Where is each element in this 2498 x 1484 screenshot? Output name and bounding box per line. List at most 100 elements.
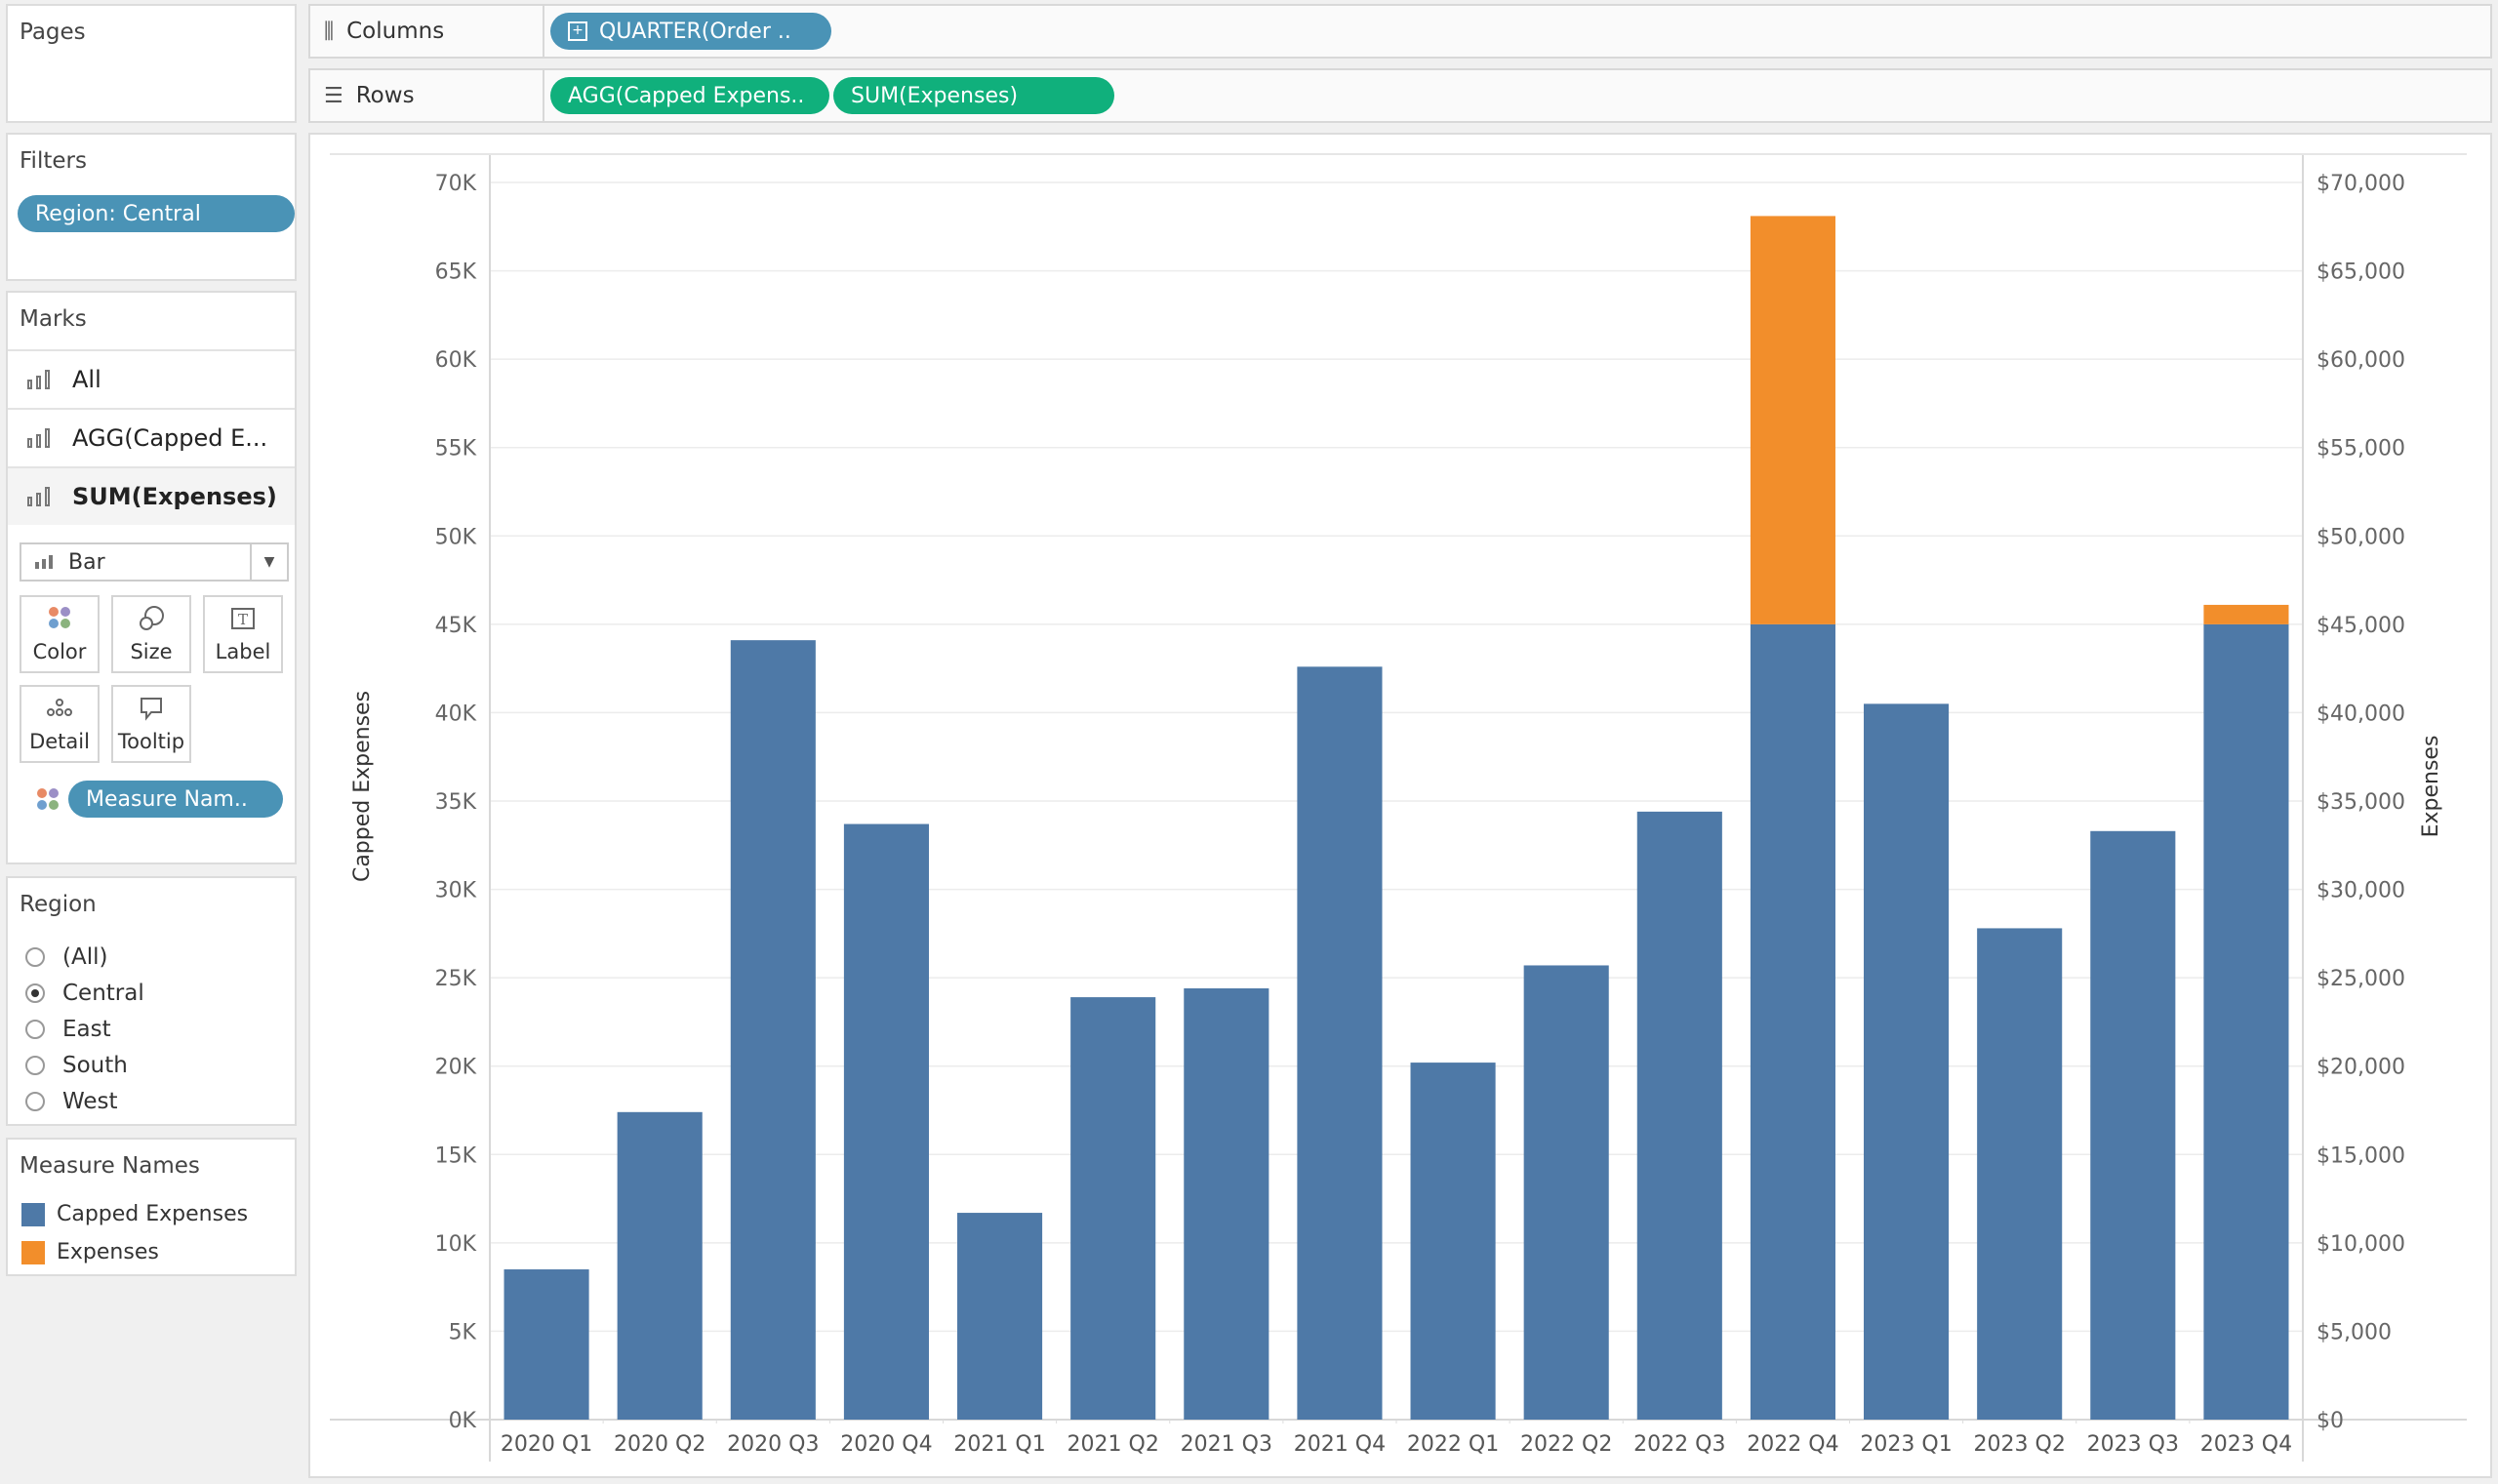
radio-icon <box>25 947 45 967</box>
region-option-all[interactable]: (All) <box>25 944 107 970</box>
rows-shelf-label: ☰ Rows <box>310 70 544 121</box>
bar-capped-expenses[interactable] <box>1184 988 1269 1420</box>
bar-capped-expenses[interactable] <box>1636 811 1722 1420</box>
bar-capped-expenses[interactable] <box>843 823 929 1420</box>
x-tick-label: 2022 Q2 <box>1520 1432 1612 1457</box>
x-tick-label: 2023 Q1 <box>1860 1432 1952 1457</box>
rows-shelf[interactable]: ☰ Rows AGG(Capped Expens.. SUM(Expenses) <box>308 68 2492 123</box>
color-pill-measure-names[interactable]: Measure Nam.. <box>68 781 283 818</box>
bar-chart-icon <box>27 428 53 448</box>
label-button[interactable]: T Label <box>203 595 283 673</box>
y2-tick-label: $5,000 <box>2317 1320 2392 1344</box>
radio-icon <box>25 1056 45 1075</box>
y2-tick-label: $25,000 <box>2317 967 2405 991</box>
region-option-east[interactable]: East <box>25 1017 111 1042</box>
svg-text:T: T <box>238 611 248 628</box>
bar-chart[interactable]: 0K 5K 10K 15K 20K 25K 30K 35K 40K 45K 50K 55K 60K 65K… <box>310 135 2490 1476</box>
size-button[interactable]: Size <box>111 595 191 673</box>
y2-tick-label: $50,000 <box>2317 525 2405 549</box>
y-tick-label: 15K <box>435 1143 477 1168</box>
mark-type-label: Bar <box>68 549 105 575</box>
y2-tick-label: $45,000 <box>2317 614 2405 638</box>
legend-card: Measure Names Capped Expenses Expenses <box>6 1138 297 1276</box>
filter-pill-region[interactable]: Region: Central <box>18 195 295 232</box>
bar-capped-expenses[interactable] <box>730 640 816 1420</box>
region-option-central[interactable]: Central <box>25 981 144 1006</box>
x-tick-label: 2021 Q3 <box>1181 1432 1272 1457</box>
radio-label: East <box>62 1017 111 1042</box>
bar-capped-expenses[interactable] <box>1523 965 1609 1420</box>
x-tick-label: 2023 Q4 <box>2200 1432 2292 1457</box>
legend-label: Capped Expenses <box>57 1202 249 1226</box>
chart-card: 0K 5K 10K 15K 20K 25K 30K 35K 40K 45K 50K 55K 60K 65K… <box>308 133 2492 1478</box>
text-label-icon: T <box>205 605 281 640</box>
rows-pill-sum-expenses[interactable]: SUM(Expenses) <box>833 77 1114 114</box>
tooltip-icon <box>113 695 189 730</box>
marks-item-sum-expenses[interactable]: SUM(Expenses) <box>8 466 295 525</box>
marks-item-label: SUM(Expenses) <box>72 483 277 510</box>
x-tick-label: 2022 Q3 <box>1633 1432 1725 1457</box>
y2-tick-label: $10,000 <box>2317 1232 2405 1257</box>
legend-item-expenses[interactable]: Expenses <box>21 1240 159 1264</box>
columns-icon: ⫼ <box>324 19 336 44</box>
radio-icon <box>25 1092 45 1111</box>
x-tick-label: 2020 Q2 <box>614 1432 705 1457</box>
x-tick-label: 2022 Q1 <box>1407 1432 1499 1457</box>
y2-tick-label: $20,000 <box>2317 1056 2405 1080</box>
y-tick-label: 5K <box>449 1320 477 1344</box>
y-tick-label: 10K <box>435 1232 477 1257</box>
legend-item-capped-expenses[interactable]: Capped Expenses <box>21 1202 248 1226</box>
marks-item-all[interactable]: All <box>8 349 295 408</box>
bar-expenses[interactable] <box>2203 604 2289 624</box>
size-label: Size <box>130 640 173 663</box>
legend-swatch <box>21 1202 45 1226</box>
bar-capped-expenses[interactable] <box>2203 623 2289 1420</box>
region-title: Region <box>20 892 97 917</box>
radio-label: South <box>62 1053 128 1078</box>
color-icon <box>35 786 60 816</box>
y-tick-label: 20K <box>435 1056 477 1080</box>
size-icon <box>113 605 189 640</box>
columns-shelf[interactable]: ⫼ Columns + QUARTER(Order .. <box>308 4 2492 59</box>
y-tick-label: 50K <box>435 525 477 549</box>
y2-axis-title: Expenses <box>2419 736 2443 838</box>
bar-capped-expenses[interactable] <box>1864 703 1950 1420</box>
marks-item-capped-expenses[interactable]: AGG(Capped E... <box>8 408 295 466</box>
pages-card[interactable]: Pages <box>6 4 297 123</box>
y-tick-label: 35K <box>435 790 477 815</box>
y-tick-label: 60K <box>435 348 477 373</box>
color-button[interactable]: Color <box>20 595 100 673</box>
legend-swatch <box>21 1240 45 1264</box>
bar-capped-expenses[interactable] <box>1297 666 1383 1420</box>
bar-capped-expenses[interactable] <box>1977 928 2063 1420</box>
bar-capped-expenses[interactable] <box>1070 997 1156 1420</box>
marks-card: Marks All AGG(Capped E... SUM(Expenses) … <box>6 291 297 864</box>
bar-chart-icon <box>27 370 53 389</box>
tooltip-button[interactable]: Tooltip <box>111 685 191 763</box>
bar-capped-expenses[interactable] <box>2090 830 2176 1420</box>
y-tick-label: 25K <box>435 967 477 991</box>
detail-icon <box>21 695 98 730</box>
bar-capped-expenses[interactable] <box>957 1213 1043 1420</box>
bar-capped-expenses[interactable] <box>504 1269 589 1420</box>
columns-pill-quarter[interactable]: + QUARTER(Order .. <box>550 13 831 50</box>
region-option-west[interactable]: West <box>25 1089 118 1114</box>
bar-capped-expenses[interactable] <box>1750 623 1835 1420</box>
mark-type-dropdown[interactable]: Bar ▼ <box>20 542 289 582</box>
y2-tick-label: $15,000 <box>2317 1143 2405 1168</box>
x-tick-label: 2020 Q3 <box>727 1432 819 1457</box>
region-option-south[interactable]: South <box>25 1053 128 1078</box>
bar-chart-icon <box>27 487 53 506</box>
radio-label: West <box>62 1089 118 1114</box>
y-tick-label: 45K <box>435 614 477 638</box>
rows-pill-capped-expenses[interactable]: AGG(Capped Expens.. <box>550 77 829 114</box>
x-tick-label: 2021 Q2 <box>1068 1432 1159 1457</box>
color-label: Color <box>32 640 87 663</box>
columns-shelf-label: ⫼ Columns <box>310 6 544 57</box>
detail-button[interactable]: Detail <box>20 685 100 763</box>
bar-capped-expenses[interactable] <box>617 1111 703 1420</box>
bar-expenses[interactable] <box>1750 216 1835 624</box>
bar-capped-expenses[interactable] <box>1410 1063 1496 1420</box>
pill-label: QUARTER(Order .. <box>599 19 791 44</box>
chevron-down-icon: ▼ <box>250 544 287 580</box>
